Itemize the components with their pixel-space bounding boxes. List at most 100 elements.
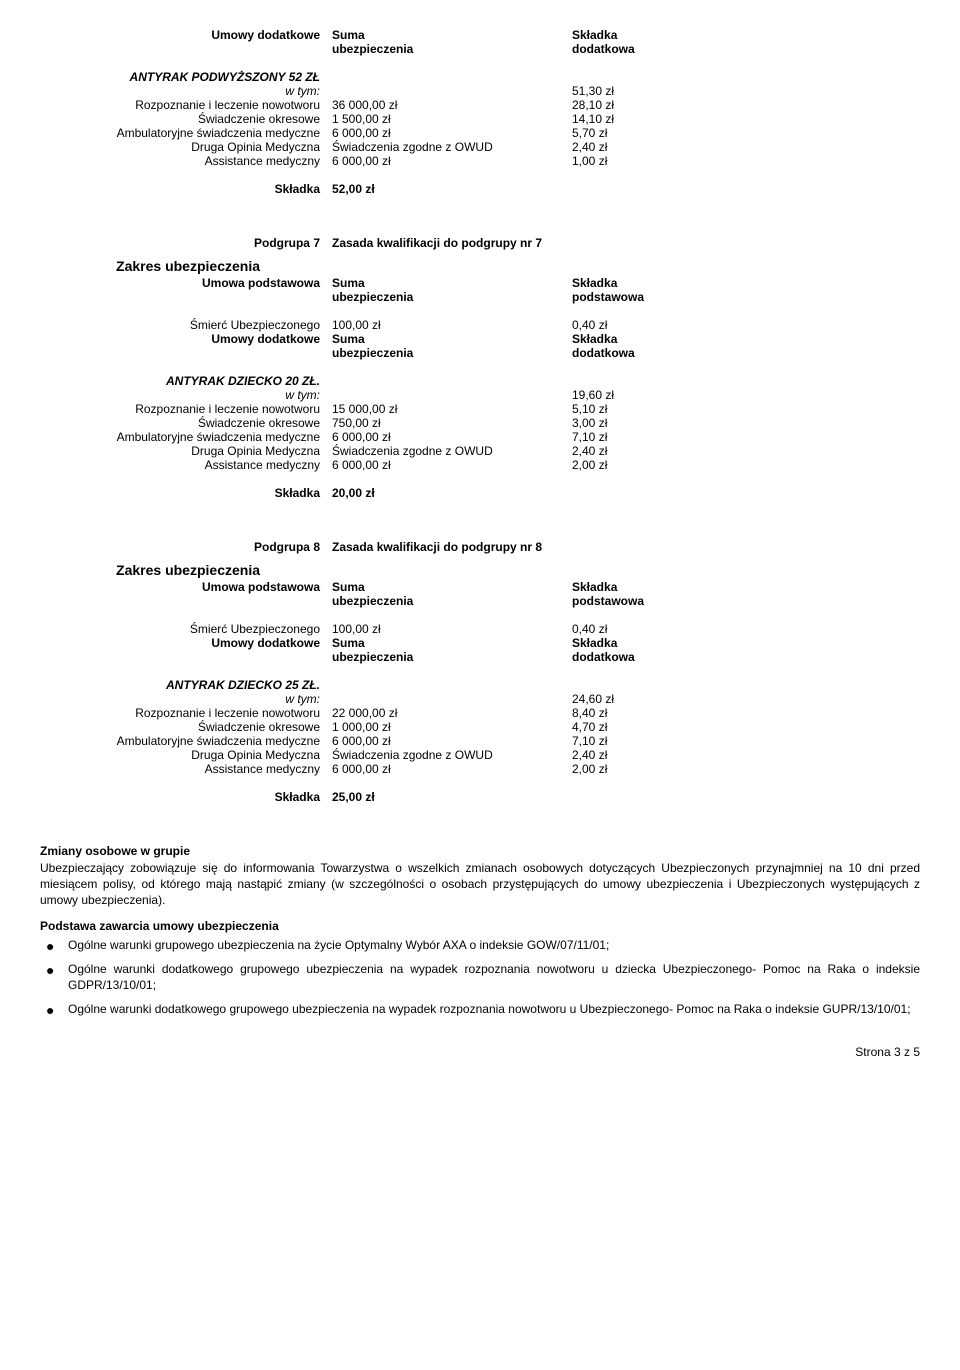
- header-umowa-podstawowa: Umowa podstawowa Suma ubezpieczenia Skła…: [40, 276, 920, 304]
- row-label: Ambulatoryjne świadczenia medyczne: [40, 734, 332, 748]
- smierc-row: Śmierć Ubezpieczonego 100,00 zł 0,40 zł: [40, 622, 920, 636]
- smierc-label: Śmierć Ubezpieczonego: [40, 318, 332, 332]
- total-label: Składka: [40, 486, 332, 500]
- program-title-row: ANTYRAK PODWYŻSZONY 52 ZŁ: [40, 70, 920, 84]
- smierc-row: Śmierć Ubezpieczonego 100,00 zł 0,40 zł: [40, 318, 920, 332]
- row-skladka: 28,10 zł: [572, 98, 752, 112]
- data-row: Druga Opinia MedycznaŚwiadczenia zgodne …: [40, 140, 920, 154]
- row-skladka: 7,10 zł: [572, 734, 752, 748]
- row-suma: Świadczenia zgodne z OWUD: [332, 748, 572, 762]
- data-row: Świadczenie okresowe1 500,00 zł14,10 zł: [40, 112, 920, 126]
- row-label: Assistance medyczny: [40, 762, 332, 776]
- header-umowa-podstawowa: Umowa podstawowa Suma ubezpieczenia Skła…: [40, 580, 920, 608]
- smierc-suma: 100,00 zł: [332, 622, 572, 636]
- zasada: Zasada kwalifikacji do podgrupy nr 7: [332, 236, 752, 250]
- podgrupa-header: Podgrupa 8 Zasada kwalifikacji do podgru…: [40, 540, 920, 554]
- total-row: Składka 52,00 zł: [40, 182, 920, 196]
- skladka-podstawowa-header: Składka podstawowa: [572, 276, 752, 304]
- page-footer: Strona 3 z 5: [40, 1045, 920, 1059]
- row-skladka: 7,10 zł: [572, 430, 752, 444]
- data-row: Ambulatoryjne świadczenia medyczne6 000,…: [40, 126, 920, 140]
- col-header-right: Składka dodatkowa: [572, 28, 752, 56]
- smierc-skladka: 0,40 zł: [572, 318, 752, 332]
- total-value: 20,00 zł: [332, 486, 572, 500]
- row-suma: 36 000,00 zł: [332, 98, 572, 112]
- zmiany-heading: Zmiany osobowe w grupie: [40, 844, 920, 858]
- bullet-item: Ogólne warunki dodatkowego grupowego ube…: [40, 1001, 920, 1017]
- total-label: Składka: [40, 790, 332, 804]
- data-row: Assistance medyczny6 000,00 zł2,00 zł: [40, 458, 920, 472]
- row-suma: 6 000,00 zł: [332, 126, 572, 140]
- row-label: Ambulatoryjne świadczenia medyczne: [40, 430, 332, 444]
- data-row: Świadczenie okresowe1 000,00 zł4,70 zł: [40, 720, 920, 734]
- row-label: Rozpoznanie i leczenie nowotworu: [40, 706, 332, 720]
- data-rows: Rozpoznanie i leczenie nowotworu22 000,0…: [40, 706, 920, 776]
- data-row: Rozpoznanie i leczenie nowotworu22 000,0…: [40, 706, 920, 720]
- data-row: Ambulatoryjne świadczenia medyczne6 000,…: [40, 430, 920, 444]
- row-skladka: 2,00 zł: [572, 762, 752, 776]
- wtym-row: w tym: 24,60 zł: [40, 692, 920, 706]
- wtym-value: 51,30 zł: [572, 84, 752, 98]
- row-skladka: 2,00 zł: [572, 458, 752, 472]
- row-suma: 6 000,00 zł: [332, 458, 572, 472]
- wtym-value: 19,60 zł: [572, 388, 752, 402]
- suma-header: Suma ubezpieczenia: [332, 580, 572, 608]
- program-title: ANTYRAK PODWYŻSZONY 52 ZŁ: [40, 70, 332, 84]
- wtym-row: w tym: 19,60 zł: [40, 388, 920, 402]
- row-skladka: 4,70 zł: [572, 720, 752, 734]
- wtym-label: w tym:: [40, 388, 332, 402]
- program-title: ANTYRAK DZIECKO 20 ZŁ.: [40, 374, 332, 388]
- smierc-skladka: 0,40 zł: [572, 622, 752, 636]
- smierc-suma: 100,00 zł: [332, 318, 572, 332]
- zmiany-body: Ubezpieczający zobowiązuje się do inform…: [40, 860, 920, 909]
- header-row: Umowy dodatkowe Suma ubezpieczenia Skład…: [40, 28, 920, 56]
- row-suma: 6 000,00 zł: [332, 430, 572, 444]
- data-rows: Rozpoznanie i leczenie nowotworu15 000,0…: [40, 402, 920, 472]
- row-suma: Świadczenia zgodne z OWUD: [332, 444, 572, 458]
- wtym-value: 24,60 zł: [572, 692, 752, 706]
- total-row: Składka 25,00 zł: [40, 790, 920, 804]
- data-rows: Rozpoznanie i leczenie nowotworu36 000,0…: [40, 98, 920, 168]
- podgrupa-header: Podgrupa 7 Zasada kwalifikacji do podgru…: [40, 236, 920, 250]
- col-header-left: Umowy dodatkowe: [40, 28, 332, 56]
- umowa-podstawowa: Umowa podstawowa: [40, 276, 332, 304]
- row-label: Ambulatoryjne świadczenia medyczne: [40, 126, 332, 140]
- row-skladka: 8,40 zł: [572, 706, 752, 720]
- zakres-heading: Zakres ubezpieczenia: [40, 258, 260, 274]
- data-row: Rozpoznanie i leczenie nowotworu36 000,0…: [40, 98, 920, 112]
- row-suma: 22 000,00 zł: [332, 706, 572, 720]
- bullet-item: Ogólne warunki grupowego ubezpieczenia n…: [40, 937, 920, 953]
- program-title-row: ANTYRAK DZIECKO 20 ZŁ.: [40, 374, 920, 388]
- row-suma: 15 000,00 zł: [332, 402, 572, 416]
- row-suma: 1 000,00 zł: [332, 720, 572, 734]
- umowa-podstawowa: Umowa podstawowa: [40, 580, 332, 608]
- row-label: Świadczenie okresowe: [40, 416, 332, 430]
- skladka-dodatkowa-header: Składka dodatkowa: [572, 332, 752, 360]
- row-skladka: 2,40 zł: [572, 444, 752, 458]
- row-skladka: 5,70 zł: [572, 126, 752, 140]
- program-title: ANTYRAK DZIECKO 25 ZŁ.: [40, 678, 332, 692]
- data-row: Assistance medyczny6 000,00 zł1,00 zł: [40, 154, 920, 168]
- podgrupa-label: Podgrupa 7: [40, 236, 332, 250]
- podstawa-heading: Podstawa zawarcia umowy ubezpieczenia: [40, 919, 920, 933]
- row-label: Świadczenie okresowe: [40, 112, 332, 126]
- row-label: Rozpoznanie i leczenie nowotworu: [40, 402, 332, 416]
- skladka-podstawowa-header: Składka podstawowa: [572, 580, 752, 608]
- podgrupa-label: Podgrupa 8: [40, 540, 332, 554]
- row-skladka: 14,10 zł: [572, 112, 752, 126]
- data-row: Assistance medyczny6 000,00 zł2,00 zł: [40, 762, 920, 776]
- total-label: Składka: [40, 182, 332, 196]
- row-suma: 6 000,00 zł: [332, 734, 572, 748]
- zakres-heading: Zakres ubezpieczenia: [40, 562, 260, 578]
- col-header-mid: Suma ubezpieczenia: [332, 28, 572, 56]
- row-skladka: 1,00 zł: [572, 154, 752, 168]
- row-suma: 6 000,00 zł: [332, 154, 572, 168]
- row-skladka: 5,10 zł: [572, 402, 752, 416]
- row-suma: 6 000,00 zł: [332, 762, 572, 776]
- zmiany-section: Zmiany osobowe w grupie Ubezpieczający z…: [40, 844, 920, 1017]
- data-row: Świadczenie okresowe750,00 zł3,00 zł: [40, 416, 920, 430]
- row-label: Druga Opinia Medyczna: [40, 748, 332, 762]
- row-suma: Świadczenia zgodne z OWUD: [332, 140, 572, 154]
- podgrupa-7: Podgrupa 7 Zasada kwalifikacji do podgru…: [40, 236, 920, 500]
- wtym-label: w tym:: [40, 84, 332, 98]
